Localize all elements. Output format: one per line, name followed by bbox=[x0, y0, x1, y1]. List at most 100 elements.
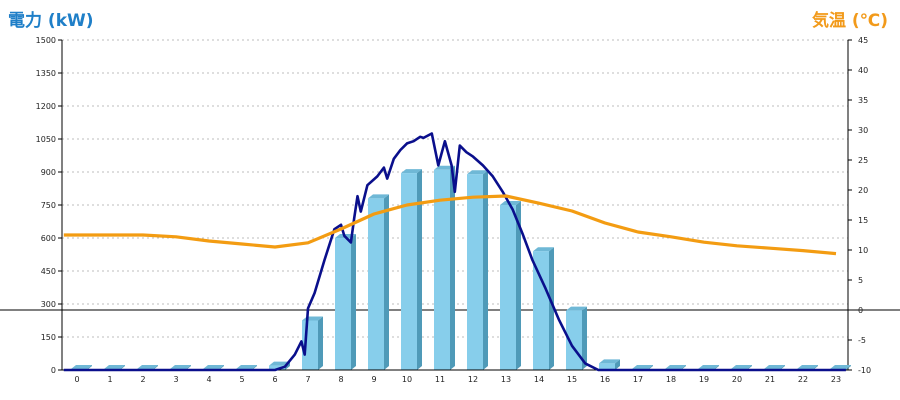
x-tick-label: 12 bbox=[468, 375, 478, 384]
left-tick-label: 300 bbox=[41, 300, 56, 309]
bar-top bbox=[269, 361, 290, 366]
right-axis-title: 気温 (℃) bbox=[811, 11, 888, 31]
left-axis-title: 電力 (kW) bbox=[8, 11, 94, 31]
bar-front bbox=[368, 198, 384, 370]
bar-top bbox=[434, 165, 455, 170]
bar-front bbox=[269, 365, 285, 370]
bar-top bbox=[137, 365, 158, 369]
right-tick-label: 0 bbox=[858, 306, 863, 315]
x-tick-label: 16 bbox=[600, 375, 610, 384]
x-tick-label: 13 bbox=[501, 375, 511, 384]
x-tick-label: 5 bbox=[239, 375, 244, 384]
right-tick-label: 5 bbox=[858, 276, 863, 285]
bar-top bbox=[632, 365, 653, 369]
right-tick-label: 40 bbox=[858, 66, 868, 75]
x-tick-label: 21 bbox=[765, 375, 775, 384]
x-tick-label: 19 bbox=[699, 375, 709, 384]
bar-top bbox=[236, 365, 257, 369]
right-tick-label: 20 bbox=[858, 186, 868, 195]
bar-top bbox=[203, 365, 224, 369]
bar bbox=[500, 201, 521, 370]
left-tick-label: 600 bbox=[41, 234, 56, 243]
bar bbox=[335, 234, 356, 370]
bar bbox=[401, 169, 422, 370]
bar-side bbox=[351, 234, 356, 370]
right-tick-label: -5 bbox=[858, 336, 866, 345]
bar-top bbox=[533, 247, 554, 252]
bar-top bbox=[665, 365, 686, 369]
left-tick-label: 1500 bbox=[36, 36, 56, 45]
power-line bbox=[63, 132, 846, 372]
bar-top bbox=[731, 365, 752, 369]
bar-top bbox=[797, 365, 818, 369]
bar-side bbox=[318, 316, 323, 370]
x-tick-label: 4 bbox=[206, 375, 211, 384]
temperature-line bbox=[63, 194, 837, 256]
bar bbox=[599, 359, 620, 370]
x-tick-label: 9 bbox=[371, 375, 376, 384]
bar bbox=[467, 170, 488, 370]
x-tick-label: 7 bbox=[305, 375, 310, 384]
x-tick-label: 8 bbox=[338, 375, 343, 384]
x-tick-label: 22 bbox=[798, 375, 808, 384]
left-tick-label: 1200 bbox=[36, 102, 56, 111]
bar-front bbox=[401, 173, 417, 370]
bar-top bbox=[170, 365, 191, 369]
bar-top bbox=[764, 365, 785, 369]
bar-front bbox=[467, 174, 483, 370]
right-tick-label: 15 bbox=[858, 216, 868, 225]
x-tick-label: 3 bbox=[173, 375, 178, 384]
x-tick-label: 18 bbox=[666, 375, 676, 384]
bar-side bbox=[483, 170, 488, 370]
bar-front bbox=[599, 363, 615, 370]
x-tick-label: 2 bbox=[140, 375, 145, 384]
bar-side bbox=[450, 165, 455, 370]
bar-top bbox=[500, 201, 521, 205]
bar-side bbox=[582, 306, 587, 370]
bar-top bbox=[830, 365, 851, 369]
left-tick-label: 0 bbox=[51, 366, 56, 375]
bar-top bbox=[401, 169, 422, 174]
x-tick-label: 14 bbox=[534, 375, 544, 384]
x-tick-label: 15 bbox=[567, 375, 577, 384]
left-tick-label: 450 bbox=[41, 267, 56, 276]
right-tick-label: 25 bbox=[858, 156, 868, 165]
x-tick-label: 11 bbox=[435, 375, 445, 384]
bar-top bbox=[467, 170, 488, 175]
bar-side bbox=[846, 365, 851, 370]
left-tick-label: 1350 bbox=[36, 69, 56, 78]
bar-top bbox=[104, 365, 125, 369]
bar-top bbox=[368, 194, 389, 199]
bar-side bbox=[615, 359, 620, 370]
bar bbox=[434, 165, 455, 370]
bar-front bbox=[434, 169, 450, 370]
bar-top bbox=[566, 306, 587, 311]
bar-top bbox=[698, 365, 719, 369]
x-tick-label: 0 bbox=[74, 375, 79, 384]
right-tick-label: 35 bbox=[858, 96, 868, 105]
x-tick-label: 17 bbox=[633, 375, 643, 384]
left-tick-label: 900 bbox=[41, 168, 56, 177]
left-tick-label: 750 bbox=[41, 201, 56, 210]
bar bbox=[368, 194, 389, 370]
right-tick-label: -10 bbox=[858, 366, 871, 375]
bar-side bbox=[516, 201, 521, 370]
right-tick-label: 30 bbox=[858, 126, 868, 135]
x-tick-label: 23 bbox=[831, 375, 841, 384]
right-tick-label: 45 bbox=[858, 36, 868, 45]
bar-front bbox=[533, 251, 549, 370]
x-tick-label: 6 bbox=[272, 375, 277, 384]
bar-side bbox=[384, 194, 389, 370]
bar-front bbox=[500, 205, 516, 370]
left-tick-label: 1050 bbox=[36, 135, 56, 144]
bar-top bbox=[599, 359, 620, 364]
left-tick-label: 150 bbox=[41, 333, 56, 342]
bar bbox=[533, 247, 554, 370]
x-tick-label: 20 bbox=[732, 375, 742, 384]
bar-top bbox=[71, 365, 92, 369]
bar-side bbox=[549, 247, 554, 370]
right-tick-label: 10 bbox=[858, 246, 868, 255]
bar-front bbox=[335, 238, 351, 370]
x-tick-label: 10 bbox=[402, 375, 412, 384]
